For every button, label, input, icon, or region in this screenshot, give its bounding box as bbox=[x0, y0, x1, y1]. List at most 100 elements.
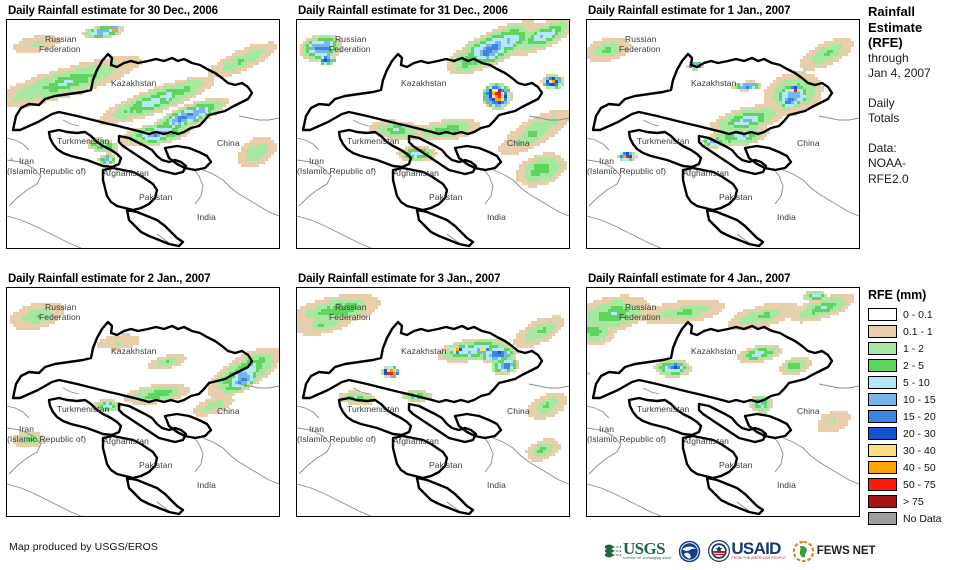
legend-title: RFE (mm) bbox=[868, 288, 927, 302]
legend-swatch bbox=[868, 512, 897, 525]
legend-row: 2 - 5 bbox=[868, 357, 963, 374]
admin-boundaries-thin bbox=[587, 383, 859, 516]
legend-row: 15 - 20 bbox=[868, 408, 963, 425]
legend-label: 15 - 20 bbox=[903, 410, 936, 423]
info-title-line2: Estimate bbox=[868, 19, 923, 35]
usaid-logo-text: USAID bbox=[731, 539, 781, 558]
info-spacer-1 bbox=[868, 82, 963, 96]
admin-boundaries-thin bbox=[7, 115, 279, 248]
usgs-logo-tagline: science for a changing world bbox=[623, 556, 672, 560]
fewsnet-globe-icon bbox=[792, 540, 814, 562]
legend-label: No Data bbox=[903, 512, 942, 525]
legend-label: 50 - 75 bbox=[903, 478, 936, 491]
usaid-logo: USAID FROM THE AMERICAN PEOPLE bbox=[708, 537, 786, 565]
rainfall-raster-1 bbox=[7, 26, 279, 248]
legend-row: 40 - 50 bbox=[868, 459, 963, 476]
rainfall-raster-6 bbox=[587, 291, 859, 516]
info-data-line3: RFE2.0 bbox=[868, 171, 909, 186]
legend-row: 0.1 - 1 bbox=[868, 323, 963, 340]
legend-swatch bbox=[868, 427, 897, 440]
map-panel-4: Daily Rainfall estimate for 2 Jan., 2007… bbox=[6, 272, 282, 520]
legend-swatch bbox=[868, 342, 897, 355]
map-frame-1: Russian Federation Kazakhstan Turkmenistan I… bbox=[6, 19, 280, 249]
legend-label: 10 - 15 bbox=[903, 393, 936, 406]
map-panel-6: Daily Rainfall estimate for 4 Jan., 2007… bbox=[586, 272, 862, 520]
admin-boundaries-thin bbox=[297, 115, 569, 248]
info-title-line1: Rainfall bbox=[868, 4, 915, 19]
legend-label: 2 - 5 bbox=[903, 359, 925, 372]
info-data-line2: NOAA- bbox=[868, 156, 907, 170]
legend-row: No Data bbox=[868, 510, 963, 527]
map-panel-2: Daily Rainfall estimate for 31 Dec., 200… bbox=[296, 4, 572, 252]
legend-label: 1 - 2 bbox=[903, 342, 925, 355]
rainfall-raster-3 bbox=[587, 38, 859, 248]
map-panel-title-4: Daily Rainfall estimate for 2 Jan., 2007 bbox=[8, 273, 211, 285]
map-panel-grid: Daily Rainfall estimate for 30 Dec., 200… bbox=[6, 4, 862, 520]
legend-swatch bbox=[868, 376, 897, 389]
info-spacer-2 bbox=[868, 127, 963, 141]
info-data-line1: Data: bbox=[868, 140, 897, 155]
rfe-legend: RFE (mm) 0 - 0.1 0.1 - 1 1 - 2 2 - 5 5 - 10 1… bbox=[868, 288, 963, 527]
legend-row: 30 - 40 bbox=[868, 442, 963, 459]
legend-swatch bbox=[868, 444, 897, 457]
map-frame-3: Russian Federation Kazakhstan Turkmenistan I… bbox=[586, 19, 860, 249]
info-through-date: Jan 4, 2007 bbox=[868, 66, 931, 80]
noaa-logo bbox=[678, 537, 701, 565]
legend-label: 30 - 40 bbox=[903, 444, 936, 457]
legend-row: > 75 bbox=[868, 493, 963, 510]
map-panel-title-6: Daily Rainfall estimate for 4 Jan., 2007 bbox=[588, 273, 791, 285]
usaid-seal-icon bbox=[708, 540, 731, 562]
map-panel-title-2: Daily Rainfall estimate for 31 Dec., 200… bbox=[298, 5, 508, 17]
legend-label: 5 - 10 bbox=[903, 376, 930, 389]
info-title-line3: (RFE) bbox=[868, 35, 903, 50]
noaa-seal-icon bbox=[679, 540, 701, 562]
focus-country-boundaries bbox=[591, 52, 834, 248]
legend-swatch bbox=[868, 359, 897, 372]
map-panel-title-5: Daily Rainfall estimate for 3 Jan., 2007 bbox=[298, 273, 501, 285]
legend-label: 0 - 0.1 bbox=[903, 308, 933, 321]
rfe-cells bbox=[7, 26, 277, 167]
legend-swatch bbox=[868, 308, 897, 321]
rainfall-raster-5 bbox=[297, 294, 569, 516]
legend-row: 20 - 30 bbox=[868, 425, 963, 442]
focus-country-boundaries bbox=[301, 52, 544, 248]
legend-swatch bbox=[868, 325, 897, 338]
logo-bar: USGS science for a changing world USAID … bbox=[604, 536, 875, 566]
legend-label: 40 - 50 bbox=[903, 461, 936, 474]
info-through-label: through bbox=[868, 50, 909, 65]
usgs-wave-icon bbox=[605, 544, 621, 557]
legend-swatch bbox=[868, 393, 897, 406]
map-credit: Map produced by USGS/EROS bbox=[9, 541, 158, 553]
legend-row: 10 - 15 bbox=[868, 391, 963, 408]
legend-swatch bbox=[868, 410, 897, 423]
map-panel-title-1: Daily Rainfall estimate for 30 Dec., 200… bbox=[8, 5, 218, 17]
admin-boundaries-thin bbox=[7, 383, 279, 516]
rfe-cells bbox=[10, 303, 279, 447]
map-panel-3: Daily Rainfall estimate for 1 Jan., 2007… bbox=[586, 4, 862, 252]
rfe-cells bbox=[587, 291, 854, 432]
map-panel-1: Daily Rainfall estimate for 30 Dec., 200… bbox=[6, 4, 282, 252]
legend-swatch bbox=[868, 495, 897, 508]
map-frame-5: Russian Federation Kazakhstan Turkmenistan I… bbox=[296, 287, 570, 517]
fewsnet-logo: FEWS NET bbox=[792, 537, 876, 565]
rfe-cells bbox=[297, 294, 567, 462]
map-frame-2: Russian Federation Kazakhstan Turkmenistan I… bbox=[296, 19, 570, 249]
legend-row: 5 - 10 bbox=[868, 374, 963, 391]
legend-swatch bbox=[868, 461, 897, 474]
map-frame-6: Russian Federation Kazakhstan Turkmenistan I… bbox=[586, 287, 860, 517]
info-totals-line2: Totals bbox=[868, 111, 900, 125]
legend-row: 50 - 75 bbox=[868, 476, 963, 493]
rainfall-raster-2 bbox=[297, 20, 569, 248]
rfe-cells bbox=[300, 20, 569, 188]
usaid-logo-tagline: FROM THE AMERICAN PEOPLE bbox=[731, 556, 786, 560]
map-panel-5: Daily Rainfall estimate for 3 Jan., 2007… bbox=[296, 272, 572, 520]
focus-country-boundaries bbox=[591, 320, 834, 516]
info-column: Rainfall Estimate (RFE) through Jan 4, 2… bbox=[868, 4, 963, 187]
focus-country-boundaries bbox=[11, 320, 254, 516]
map-frame-4: Russian Federation Kazakhstan Turkmenistan I… bbox=[6, 287, 280, 517]
legend-label: 0.1 - 1 bbox=[903, 325, 933, 338]
fewsnet-logo-text: FEWS NET bbox=[816, 545, 876, 557]
legend-row: 1 - 2 bbox=[868, 340, 963, 357]
legend-swatch bbox=[868, 478, 897, 491]
legend-rows: 0 - 0.1 0.1 - 1 1 - 2 2 - 5 5 - 10 10 - 15 15 … bbox=[868, 306, 963, 527]
